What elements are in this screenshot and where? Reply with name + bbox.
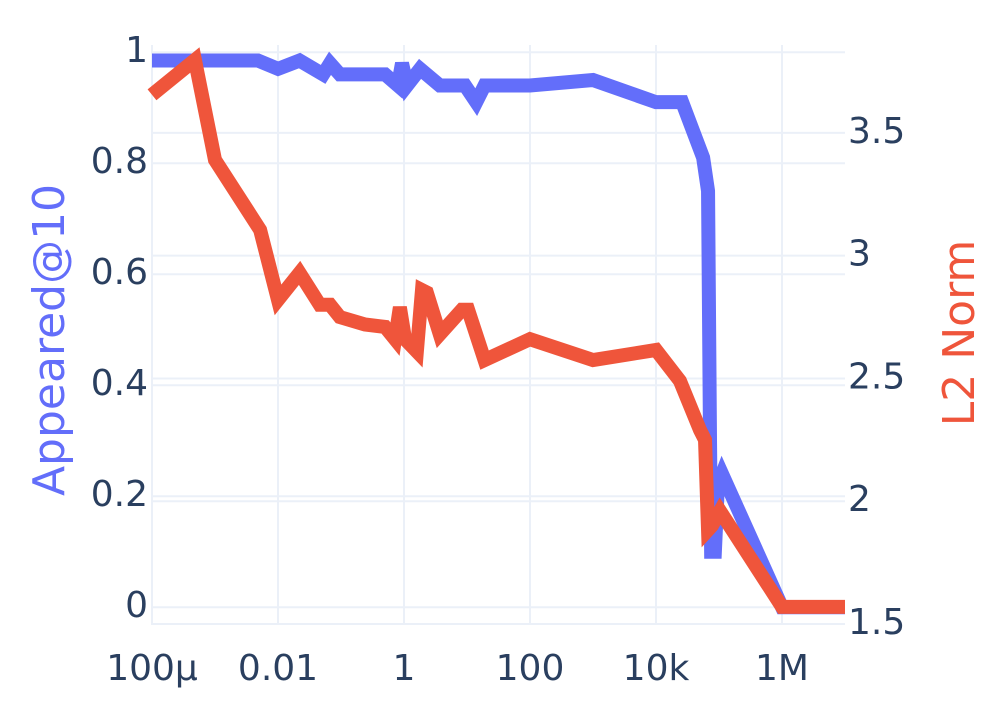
x-tick-label: 1M xyxy=(755,648,809,689)
y-tick-label: 0.8 xyxy=(91,141,148,182)
y2-tick-label: 3 xyxy=(848,234,871,275)
x-tick-label: 100 xyxy=(496,648,565,689)
series-line xyxy=(152,51,845,615)
x-tick-label: 1 xyxy=(393,648,416,689)
y2-tick-label: 3.5 xyxy=(848,111,905,152)
lines xyxy=(147,47,845,615)
y2-tick-label: 2.5 xyxy=(848,356,905,397)
y2-tick-label: 2 xyxy=(848,479,871,520)
y2-axis-title: L2 Norm xyxy=(934,240,985,427)
y-axis-title: Appeared@10 xyxy=(24,184,75,496)
y-tick-label: 1 xyxy=(125,30,148,71)
y-tick-label: 0.2 xyxy=(91,474,148,515)
x-tick-label: 10k xyxy=(623,648,690,689)
y-tick-label: 0.6 xyxy=(91,252,148,293)
y2-tick-label: 1.5 xyxy=(848,602,905,643)
x-tick-label: 0.01 xyxy=(238,648,318,689)
y-tick-label: 0 xyxy=(125,585,148,626)
x-tick-label: 100μ xyxy=(106,648,198,689)
series-line xyxy=(147,47,845,614)
y-tick-label: 0.4 xyxy=(91,363,148,404)
labels: 100μ 0.01 1 100 10k 1M 0 0.2 0.4 0.6 0.8 1 1.5 2 2.5 3 3… xyxy=(24,30,985,689)
